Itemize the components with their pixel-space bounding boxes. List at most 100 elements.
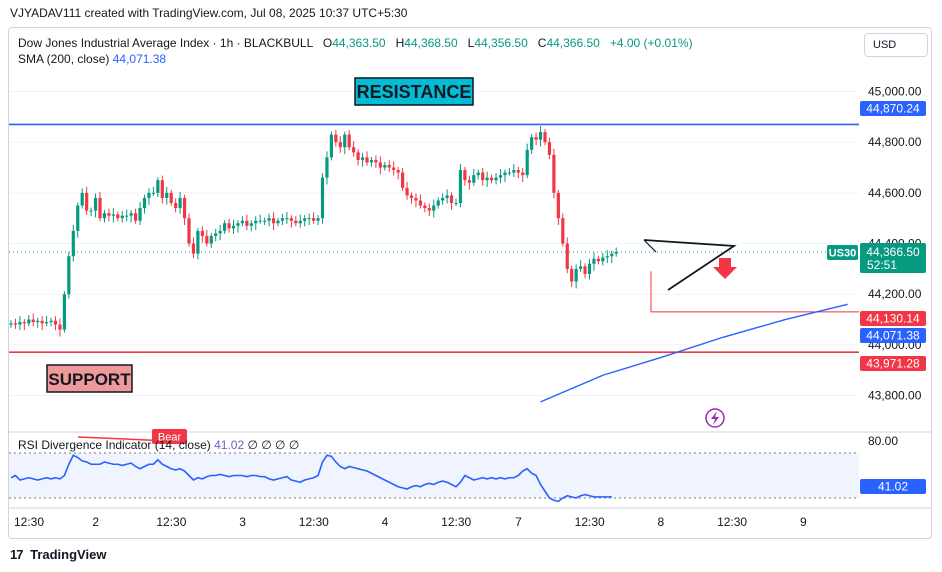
resistance-badge-text: 44,870.24 — [866, 102, 920, 116]
legend-symbol[interactable]: Dow Jones Industrial Average Index · 1h … — [18, 36, 313, 50]
candle-body — [31, 319, 35, 323]
candle-body — [223, 223, 227, 231]
annotations: RESISTANCE SUPPORT — [46, 77, 474, 393]
candle-body — [214, 233, 218, 236]
grid — [9, 91, 859, 397]
support-badge-text: 43,971.28 — [866, 357, 920, 371]
candle-body — [267, 218, 271, 221]
time-tick-label: 7 — [515, 515, 522, 529]
support-badge — [860, 356, 926, 371]
candle-body — [254, 220, 258, 224]
candle-body — [414, 197, 418, 201]
rsi-legend: RSI Divergence Indicator (14, close) 41.… — [18, 438, 299, 452]
candle-body — [490, 177, 494, 181]
candle-body — [614, 252, 618, 254]
triangle-base — [643, 239, 657, 253]
candle-body — [610, 253, 614, 257]
candle-body — [49, 320, 53, 323]
candle-body — [449, 195, 454, 203]
candle-body — [102, 213, 107, 219]
candle-body — [271, 218, 276, 224]
candle-body — [441, 197, 445, 201]
candle-body — [445, 195, 449, 198]
chart-legend: Dow Jones Industrial Average Index · 1h … — [18, 35, 693, 67]
candle-body — [579, 266, 583, 269]
triangle-pattern — [643, 239, 737, 428]
candle-body — [209, 235, 213, 244]
legend-sma-label[interactable]: SMA (200, close) — [18, 52, 110, 66]
candle-body — [58, 324, 62, 330]
sma-layer — [540, 303, 848, 403]
candle-body — [538, 132, 543, 140]
candle-body — [22, 322, 26, 324]
candle-body — [369, 159, 374, 163]
candle-body — [570, 268, 574, 282]
rsi-legend-value: 41.02 — [214, 438, 245, 452]
legend-o: O44,363.50 — [322, 36, 386, 50]
price-tick-label: 45,000.00 — [868, 85, 922, 99]
candle-body — [476, 172, 480, 176]
time-tick-label: 2 — [92, 515, 99, 529]
candle-body — [343, 134, 347, 148]
candle-body — [409, 195, 414, 198]
candle-body — [360, 157, 365, 160]
candle-body — [85, 192, 89, 211]
candle-body — [111, 214, 115, 216]
resistance-badge — [860, 101, 926, 116]
time-tick-label: 4 — [382, 515, 389, 529]
candle-body — [249, 223, 253, 226]
support-label: SUPPORT — [48, 370, 131, 389]
candle-body — [289, 218, 293, 221]
candle-body — [231, 225, 236, 229]
candle-body — [107, 213, 111, 216]
last-price-badge — [860, 243, 926, 273]
candle-body — [458, 170, 463, 203]
candle-body — [187, 218, 191, 244]
candle-body — [36, 320, 40, 323]
candle-body — [182, 197, 187, 219]
candle-body — [605, 256, 609, 258]
candle-body — [160, 180, 164, 198]
time-tick-label: 3 — [239, 515, 246, 529]
time-axis: 12:30 2 12:30 3 12:30 4 12:30 7 12:30 8 12:30 9 — [9, 507, 931, 529]
tradingview-footer[interactable]: 17 TradingView — [10, 547, 106, 562]
candle-body — [294, 220, 298, 224]
candle-body — [196, 230, 200, 254]
level-lines — [9, 123, 859, 353]
candle-body — [436, 200, 440, 206]
rsi-legend-label[interactable]: RSI Divergence Indicator (14, close) — [18, 438, 211, 452]
candle-body — [467, 180, 471, 183]
candle-body — [325, 157, 329, 178]
candle-body — [191, 243, 196, 254]
bear-tag — [152, 429, 187, 444]
candle-body — [205, 235, 209, 244]
tradingview-brand: TradingView — [30, 547, 107, 562]
candle-body — [151, 192, 155, 194]
candle-body — [240, 220, 244, 224]
rsi-value-badge — [860, 479, 926, 494]
rsi-value-badge-text: 41.02 — [878, 480, 908, 494]
legend-sma-row: SMA (200, close) 44,071.38 — [18, 51, 693, 67]
rsi-pane: 80.00 Bear 41.02 — [9, 429, 931, 503]
candle-body — [383, 165, 387, 168]
lightning-icon-bolt — [711, 411, 719, 425]
candle-body — [334, 134, 338, 143]
candle-body — [396, 170, 400, 173]
candle-body — [503, 172, 507, 176]
candle-body — [258, 220, 262, 222]
sma-badge — [860, 328, 926, 343]
candle-body — [387, 165, 391, 168]
legend-h: H44,368.50 — [395, 36, 458, 50]
currency-button[interactable]: USD — [864, 33, 928, 57]
candle-body — [134, 213, 138, 221]
rsi-legend-extra: ∅ ∅ ∅ ∅ — [247, 438, 300, 452]
candle-body — [93, 197, 98, 211]
time-tick-label: 8 — [658, 515, 665, 529]
candle-body — [53, 320, 58, 325]
symbol-tag-text: US30 — [829, 248, 857, 260]
candles — [9, 125, 618, 337]
price-tick-label: 44,200.00 — [868, 287, 922, 301]
legend-sma-value: 44,071.38 — [112, 52, 167, 66]
candle-body — [574, 268, 578, 282]
